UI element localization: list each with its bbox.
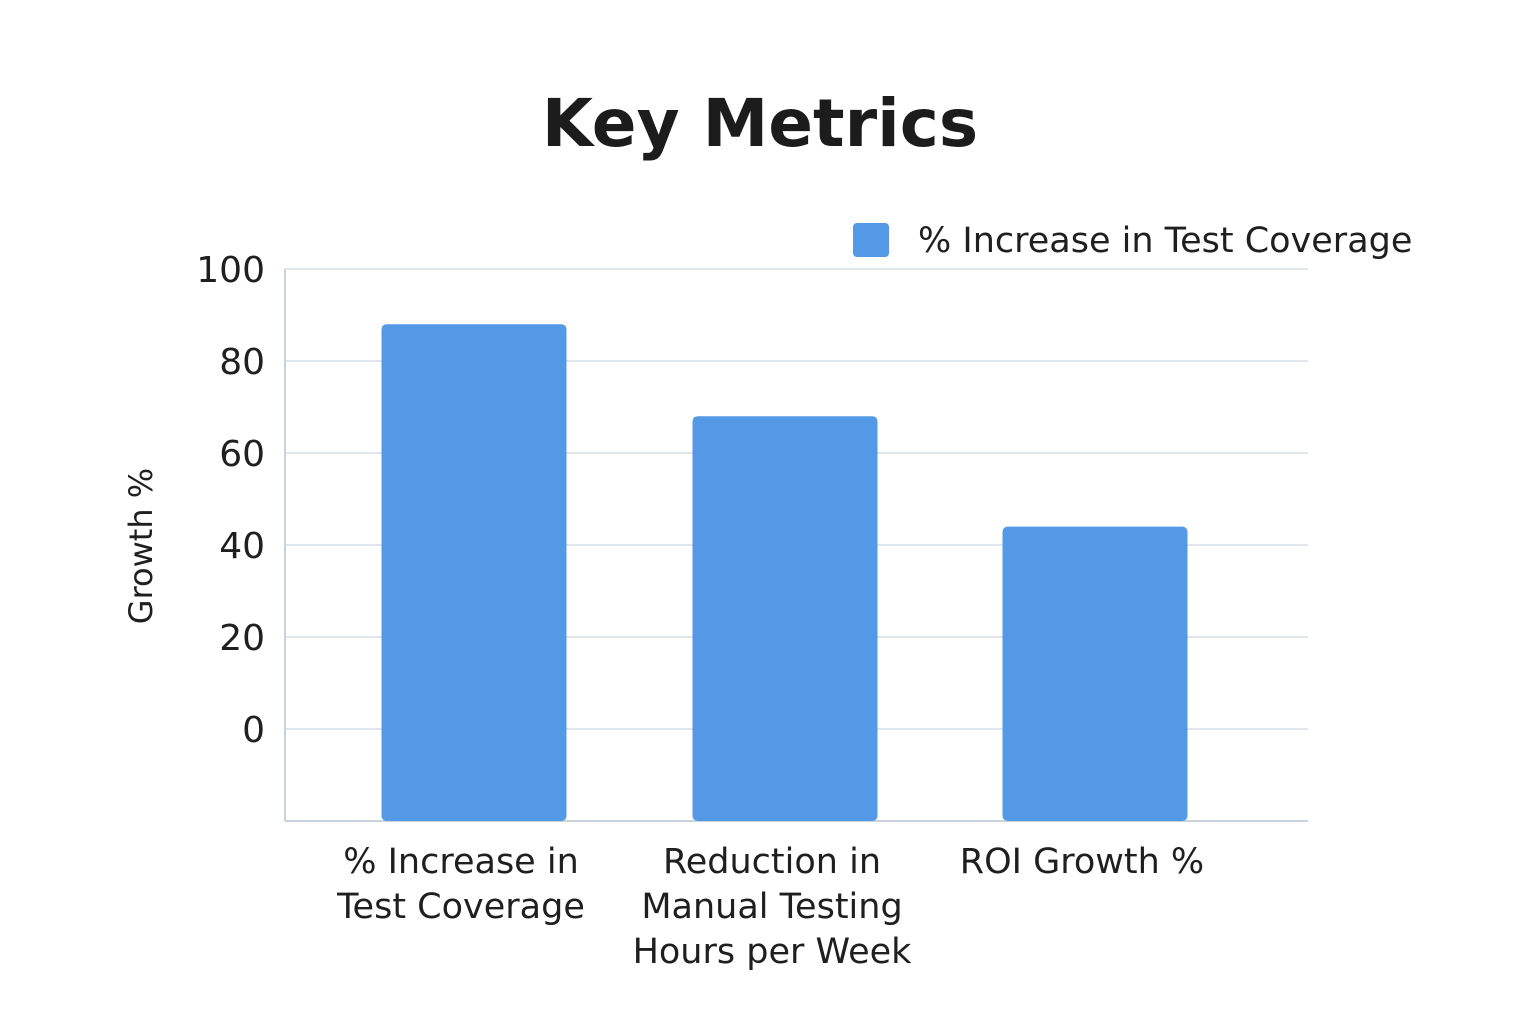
legend-swatch	[853, 223, 889, 257]
y-tick-labels: 0 20 40 60 80 100	[196, 250, 265, 751]
x-category-label-line: ROI Growth %	[960, 842, 1204, 882]
legend-label: % Increase in Test Coverage	[918, 221, 1412, 261]
y-tick-label: 100	[196, 250, 265, 291]
x-category-label-line: Hours per Week	[633, 932, 913, 972]
y-tick-label: 20	[219, 618, 265, 659]
x-category-label-line: Manual Testing	[641, 887, 902, 927]
y-tick-label: 60	[219, 434, 265, 475]
x-category-label-line: % Increase in	[343, 842, 579, 882]
legend[interactable]: % Increase in Test Coverage	[853, 221, 1412, 261]
x-category-labels: % Increase in Test Coverage Reduction in Ma…	[336, 842, 1204, 972]
bars	[381, 324, 1188, 821]
x-category-label-line: Reduction in	[663, 842, 881, 882]
y-axis-label: Growth %	[122, 468, 160, 624]
bar-3[interactable]	[1002, 526, 1188, 821]
chart-title: Key Metrics	[542, 85, 978, 162]
x-category-label: ROI Growth %	[960, 842, 1204, 882]
x-category-label: Reduction in Manual Testing Hours per Week	[633, 842, 913, 972]
y-tick-label: 40	[219, 526, 265, 567]
x-category-label-line: Test Coverage	[336, 887, 585, 927]
bar-1[interactable]	[381, 324, 567, 821]
x-category-label: % Increase in Test Coverage	[336, 842, 585, 927]
bar-2[interactable]	[692, 416, 878, 821]
y-tick-label: 80	[219, 342, 265, 383]
y-tick-label: 0	[242, 710, 265, 751]
